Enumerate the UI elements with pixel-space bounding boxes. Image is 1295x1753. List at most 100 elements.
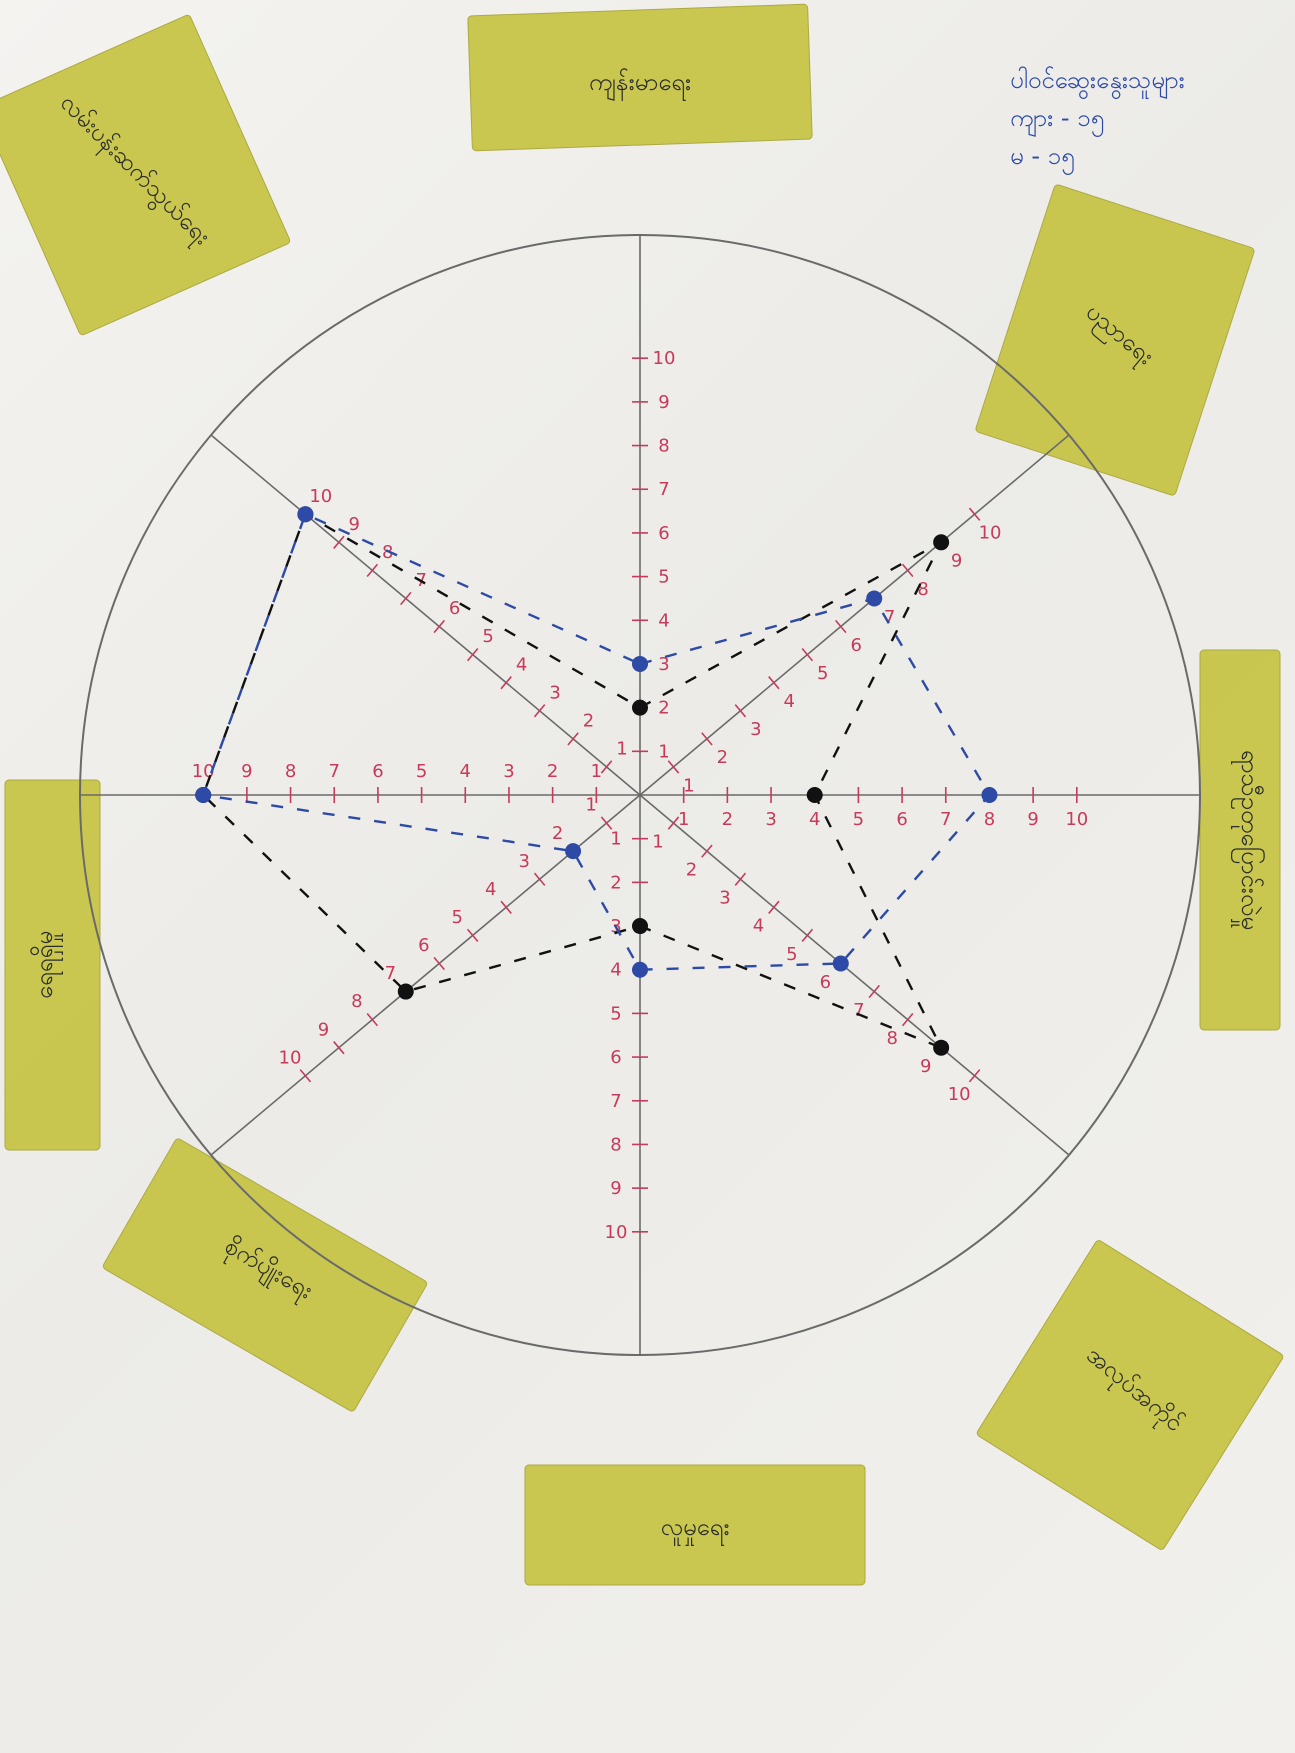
tick-2-3 [734, 704, 747, 718]
tick-8-5 [466, 647, 479, 662]
tick-8-4 [500, 676, 512, 690]
tick-label-5-7: 7 [610, 1091, 621, 1112]
tick-2-2 [701, 732, 713, 746]
tick-label-4-2: 2 [686, 860, 697, 881]
tick-label-3-7: 7 [940, 809, 951, 830]
tick-label-8-1: 1 [616, 739, 627, 760]
legend-note: ပါဝင်ဆွေးနွေးသူများ ကျား - ၁၅ မ - ၁၅ [1010, 65, 1185, 175]
tick-8-9 [333, 535, 345, 549]
tick-label-6-8: 8 [351, 991, 362, 1012]
tick-label-7-7: 7 [329, 761, 340, 782]
tick-label-8-2: 2 [583, 710, 594, 731]
tick-label-4-5: 5 [786, 944, 797, 965]
tick-label-7-8: 8 [285, 761, 296, 782]
series-2-point-4 [832, 955, 849, 972]
sticky-note-6 [102, 1138, 428, 1412]
tick-8-1 [600, 760, 613, 774]
tick-4-5 [801, 928, 814, 943]
tick-6-10 [299, 1069, 312, 1083]
tick-label-6-4: 4 [485, 879, 496, 900]
tick-2-6 [835, 619, 847, 634]
tick-label-3-9: 9 [1027, 809, 1038, 830]
tick-label-1-2: 2 [658, 698, 669, 719]
tick-label-8-3: 3 [549, 682, 560, 703]
tick-label-2-8: 8 [917, 579, 928, 600]
tick-label-4-1: 1 [652, 831, 663, 852]
tick-label-1-1: 1 [658, 741, 669, 762]
tick-label-6-9: 9 [318, 1019, 329, 1040]
tick-8-3 [533, 704, 546, 718]
tick-8-2 [567, 732, 579, 746]
tick-label-6-10: 10 [279, 1047, 302, 1068]
tick-6-1 [600, 816, 613, 830]
series-2-point-8 [297, 506, 314, 523]
sticky-note-paper-6 [102, 1138, 428, 1412]
sticky-note-1 [467, 3, 813, 152]
tick-2-4 [768, 676, 780, 690]
tick-label-4-10: 10 [948, 1084, 971, 1105]
tick-4-8 [901, 1012, 914, 1027]
tick-label-4-9: 9 [920, 1056, 931, 1077]
series-2-line [201, 512, 991, 971]
tick-label-1-4: 4 [658, 610, 669, 631]
series-2-point-6 [565, 843, 582, 860]
tick-label-5-6: 6 [610, 1047, 621, 1068]
tick-label-4-6: 6 [820, 972, 831, 993]
tick-8-6 [433, 619, 445, 634]
tick-label-6-2: 2 [552, 823, 563, 844]
tick-4-2 [701, 844, 713, 858]
legend-note-line-2: ကျား - ၁၅ [1010, 104, 1104, 137]
series-1-point-5 [632, 918, 648, 935]
tick-label-6-7: 7 [385, 963, 396, 984]
tick-label-5-1: 1 [610, 829, 621, 850]
sticky-note-paper-3 [1199, 649, 1281, 1031]
tick-label-7-4: 4 [460, 761, 471, 782]
sticky-notes [0, 3, 1284, 1586]
legend-note-line-3: မ - ၁၅ [1010, 142, 1075, 175]
tick-label-4-7: 7 [853, 1000, 864, 1021]
tick-label-6-6: 6 [418, 935, 429, 956]
tick-label-1-8: 8 [658, 436, 669, 457]
series-1-point-4 [933, 1039, 950, 1056]
tick-label-5-2: 2 [610, 872, 621, 893]
tick-2-8 [901, 563, 914, 578]
sticky-note-7 [4, 779, 101, 1151]
tick-label-6-5: 5 [452, 907, 463, 928]
series-1-point-3 [806, 787, 823, 803]
axis-line-2 [639, 434, 1070, 796]
category-label-3: ရာသီဥတုပြောင်းလဲမှု [1231, 750, 1266, 930]
sticky-note-paper-8 [0, 14, 291, 336]
sticky-note-paper-4 [976, 1240, 1284, 1550]
tick-label-3-5: 5 [853, 809, 864, 830]
tick-label-5-4: 4 [610, 960, 621, 981]
series-1-point-6 [397, 983, 414, 1000]
tick-label-3-4: 4 [809, 809, 820, 830]
tick-6-6 [433, 956, 445, 971]
series-2-point-3 [981, 787, 998, 803]
tick-label-1-3: 3 [658, 654, 669, 675]
tick-label-7-1: 1 [591, 761, 602, 782]
tick-label-7-3: 3 [503, 761, 514, 782]
sticky-note-5 [524, 1464, 866, 1586]
tick-label-3-1: 1 [678, 809, 689, 830]
tick-label-5-10: 10 [605, 1222, 628, 1243]
sticky-note-paper-2 [975, 184, 1255, 496]
sticky-note-paper-7 [4, 779, 101, 1151]
tick-label-2-5: 5 [817, 663, 828, 684]
axis-line-8 [210, 434, 641, 796]
tick-label-2-1: 1 [683, 775, 694, 796]
tick-label-5-8: 8 [610, 1134, 621, 1155]
tick-2-10 [968, 507, 981, 521]
series-2-point-7 [195, 787, 212, 803]
tick-2-5 [801, 647, 814, 662]
category-label-5: လူမှုရေး [660, 1513, 729, 1546]
tick-label-3-8: 8 [984, 809, 995, 830]
sticky-note-4 [976, 1240, 1284, 1550]
tick-label-7-9: 9 [241, 761, 252, 782]
sticky-note-paper-1 [467, 3, 813, 152]
tick-label-6-1: 1 [585, 795, 596, 816]
tick-4-1 [667, 816, 680, 830]
tick-6-8 [366, 1012, 379, 1027]
tick-label-8-5: 5 [482, 626, 493, 647]
tick-label-1-9: 9 [658, 392, 669, 413]
